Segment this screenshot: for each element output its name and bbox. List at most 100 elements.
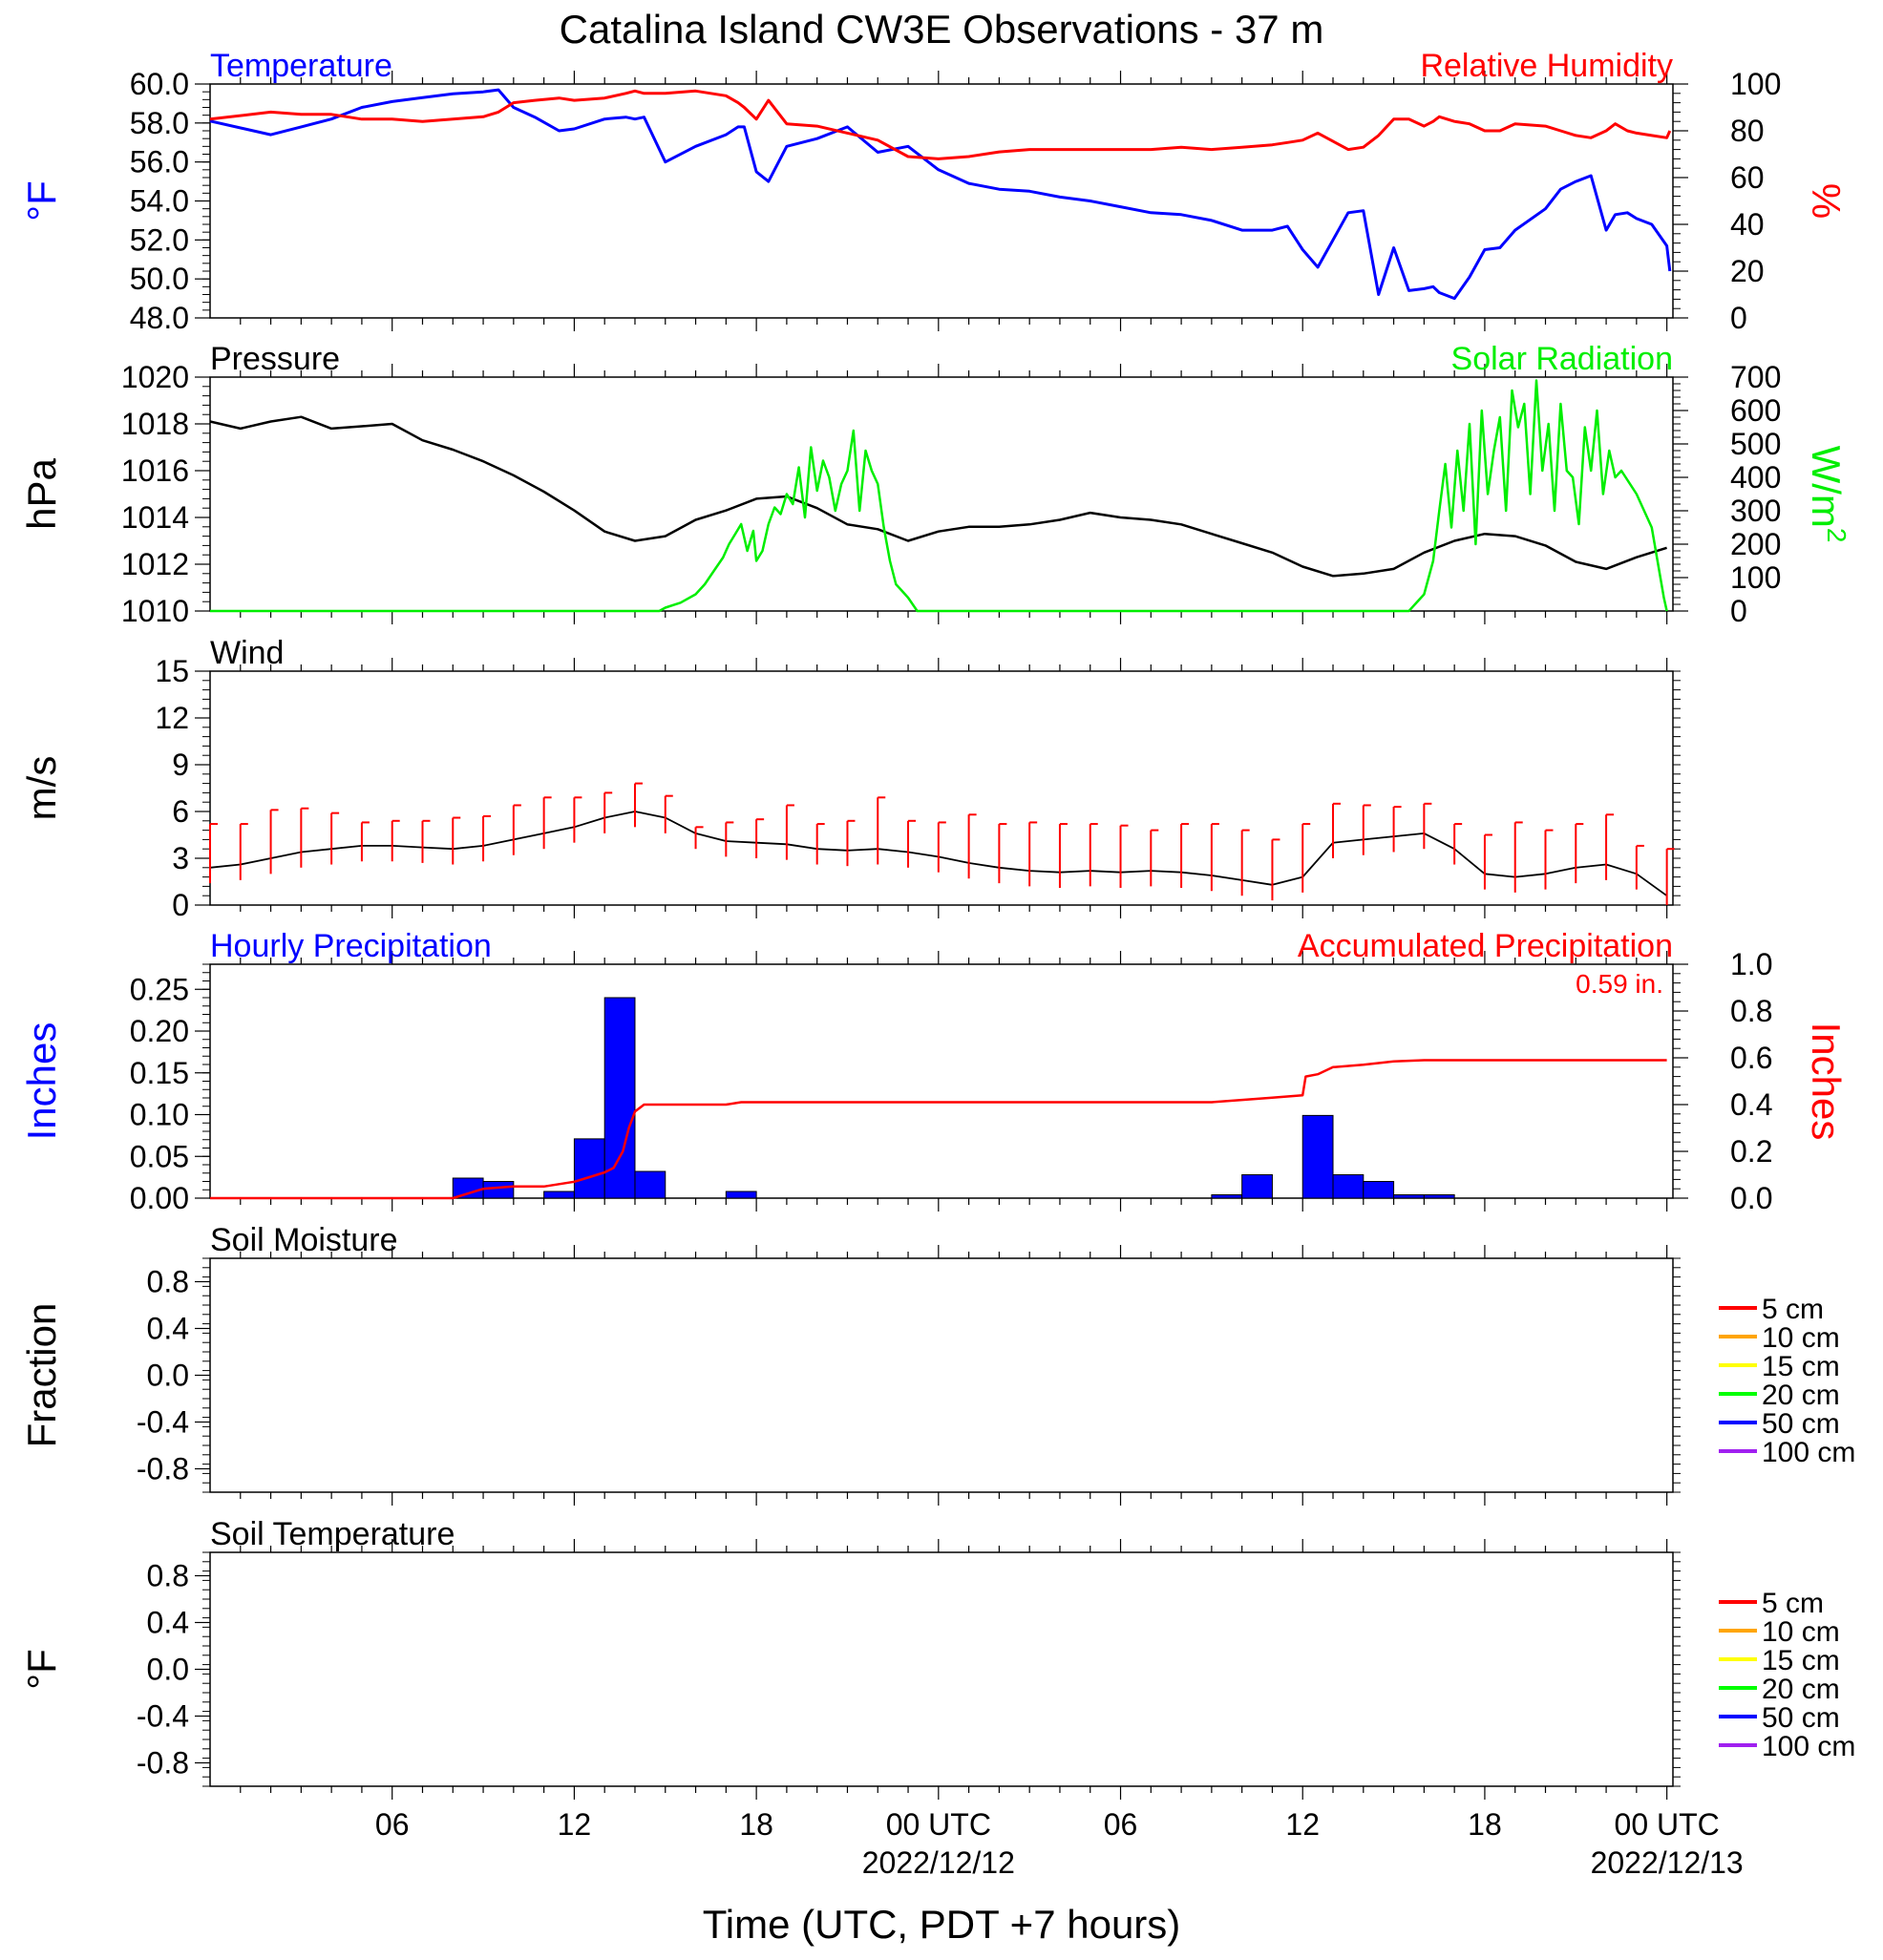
y-axis-label-left: °F bbox=[19, 1649, 64, 1689]
y-tick-label-right: 0.0 bbox=[1730, 1181, 1772, 1215]
precip-bar bbox=[1211, 1194, 1243, 1199]
panel-title-left: Soil Moisture bbox=[210, 1222, 398, 1258]
y-tick-label-right: 100 bbox=[1730, 67, 1781, 101]
y-tick-label-right: 700 bbox=[1730, 360, 1781, 394]
legend-label: 10 cm bbox=[1762, 1616, 1840, 1648]
series-line-solar-radiation bbox=[210, 379, 1668, 613]
panel-frame bbox=[209, 670, 1674, 906]
y-tick-label-left: 0 bbox=[172, 888, 189, 922]
y-tick-label-left: 54.0 bbox=[130, 184, 189, 219]
precip-bar bbox=[452, 1177, 484, 1199]
y-tick-label-right: 300 bbox=[1730, 494, 1781, 528]
y-tick-label-right: 1.0 bbox=[1730, 947, 1772, 981]
legend-label: 50 cm bbox=[1762, 1702, 1840, 1734]
precip-bar bbox=[482, 1181, 515, 1199]
x-tick-label: 00 UTC bbox=[886, 1807, 991, 1842]
panel-title-right: Solar Radiation bbox=[1451, 341, 1673, 377]
y-tick-label-left: -0.8 bbox=[137, 1746, 189, 1781]
precip-bar bbox=[573, 1138, 605, 1199]
y-axis-label-left: m/s bbox=[19, 756, 64, 821]
y-tick-label-left: 1010 bbox=[121, 594, 189, 628]
y-tick-label-right: 200 bbox=[1730, 527, 1781, 561]
y-tick-label-right: 0.6 bbox=[1730, 1041, 1772, 1075]
precip-bar bbox=[603, 997, 636, 1199]
y-axis-label-left: °F bbox=[19, 180, 64, 221]
precip-bar bbox=[1393, 1194, 1425, 1199]
legend-label: 20 cm bbox=[1762, 1380, 1840, 1411]
panel-title-right: Accumulated Precipitation bbox=[1298, 928, 1673, 964]
y-tick-label-right: 100 bbox=[1730, 560, 1781, 595]
series-line-relative-humidity bbox=[209, 89, 1672, 160]
chart-title: Catalina Island CW3E Observations - 37 m bbox=[560, 7, 1324, 52]
panel-title-left: Soil Temperature bbox=[210, 1516, 455, 1552]
y-tick-label-left: 0.4 bbox=[147, 1606, 189, 1640]
y-tick-label-left: 0.8 bbox=[147, 1559, 189, 1593]
precip-bar bbox=[1363, 1181, 1395, 1199]
series-line-accumulated-precipitation bbox=[210, 1059, 1667, 1200]
y-tick-label-right: 600 bbox=[1730, 393, 1781, 428]
legend-label: 20 cm bbox=[1762, 1674, 1840, 1705]
y-tick-label-left: 50.0 bbox=[130, 262, 189, 296]
y-tick-label-left: 0.00 bbox=[130, 1181, 189, 1215]
legend-label: 100 cm bbox=[1762, 1437, 1855, 1468]
y-axis-label-left: hPa bbox=[19, 457, 64, 529]
y-tick-label-left: 0.0 bbox=[147, 1359, 189, 1393]
y-axis-label-right: W/m2 bbox=[1804, 446, 1851, 543]
y-tick-label-right: 0.8 bbox=[1730, 994, 1772, 1028]
series-line-pressure bbox=[209, 415, 1667, 578]
x-tick-label: 06 bbox=[375, 1807, 410, 1842]
legend-label: 15 cm bbox=[1762, 1645, 1840, 1676]
precip-bar bbox=[1423, 1194, 1455, 1199]
panel-title-left: Wind bbox=[210, 635, 284, 671]
precip-total-annotation: 0.59 in. bbox=[1576, 969, 1663, 999]
y-tick-label-left: 6 bbox=[172, 794, 189, 829]
y-tick-label-left: 0.15 bbox=[130, 1056, 189, 1090]
series-line-temperature bbox=[209, 88, 1672, 301]
panel-temp_rh: 48.0 50.0 52.054.0 56.0 58.0 60.0 0 20 40 60 80 100… bbox=[19, 48, 1849, 335]
y-tick-label-left: 0.05 bbox=[130, 1139, 189, 1173]
panel-title-left: Hourly Precipitation bbox=[210, 928, 492, 964]
legend-label: 5 cm bbox=[1762, 1294, 1824, 1325]
legend-label: 15 cm bbox=[1762, 1351, 1840, 1382]
x-tick-label: 12 bbox=[1285, 1807, 1320, 1842]
y-tick-label-left: 0.10 bbox=[130, 1098, 189, 1132]
x-tick-label: 06 bbox=[1104, 1807, 1138, 1842]
y-tick-label-left: -0.4 bbox=[137, 1699, 189, 1734]
precip-bar bbox=[1332, 1174, 1365, 1199]
y-tick-label-right: 0.4 bbox=[1730, 1087, 1772, 1122]
panel-pres_solar: 1010 1012 1014 1016 1018 1020 0100200300400500… bbox=[19, 341, 1851, 628]
x-tick-date-label: 2022/12/12 bbox=[862, 1845, 1015, 1880]
x-tick-label: 18 bbox=[739, 1807, 773, 1842]
precip-bar bbox=[1241, 1174, 1273, 1199]
y-tick-label-left: 1020 bbox=[121, 360, 189, 394]
y-axis-label-right: % bbox=[1804, 183, 1849, 219]
y-tick-label-left: -0.8 bbox=[137, 1452, 189, 1486]
legend-label: 10 cm bbox=[1762, 1322, 1840, 1354]
legend-label: 100 cm bbox=[1762, 1731, 1855, 1762]
precip-bar bbox=[725, 1191, 757, 1199]
panel-title-left: Temperature bbox=[210, 48, 392, 84]
y-tick-label-left: 0.4 bbox=[147, 1312, 189, 1346]
panel-title-right: Relative Humidity bbox=[1420, 48, 1673, 84]
y-tick-label-left: -0.4 bbox=[137, 1405, 189, 1440]
y-tick-label-left: 0.0 bbox=[147, 1653, 189, 1687]
y-tick-label-left: 0.8 bbox=[147, 1265, 189, 1299]
y-tick-label-left: 60.0 bbox=[130, 67, 189, 101]
y-tick-label-left: 0.20 bbox=[130, 1014, 189, 1048]
panel-wind: 0 3 6 9 12 15 Wind m/s bbox=[19, 635, 1681, 922]
y-tick-label-right: 80 bbox=[1730, 114, 1765, 148]
y-tick-label-right: 60 bbox=[1730, 160, 1765, 195]
y-tick-label-left: 56.0 bbox=[130, 145, 189, 179]
precip-bar bbox=[543, 1191, 575, 1199]
y-axis-label-left: Fraction bbox=[19, 1303, 64, 1448]
x-tick-label: 12 bbox=[558, 1807, 592, 1842]
y-tick-label-right: 500 bbox=[1730, 427, 1781, 461]
y-tick-label-left: 9 bbox=[172, 748, 189, 782]
y-tick-label-left: 0.25 bbox=[130, 972, 189, 1006]
y-tick-label-right: 0.2 bbox=[1730, 1134, 1772, 1169]
y-tick-label-left: 58.0 bbox=[130, 106, 189, 140]
y-tick-label-right: 0 bbox=[1730, 594, 1747, 628]
y-tick-label-left: 1018 bbox=[121, 407, 189, 441]
